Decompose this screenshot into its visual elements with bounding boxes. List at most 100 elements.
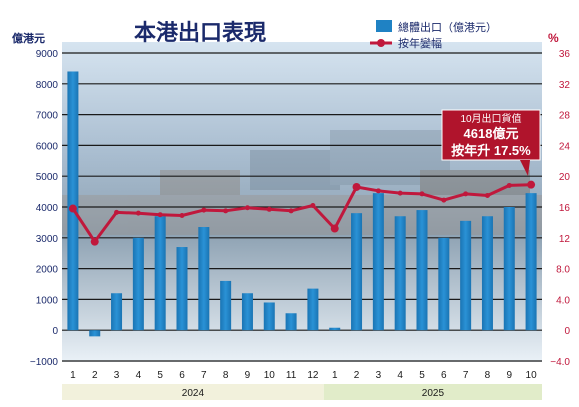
bar [416,210,428,331]
left-tick-label: 6000 [36,141,59,152]
line-point [68,204,77,213]
line-point [201,207,207,213]
x-tick-label: 7 [463,370,469,381]
left-tick-label: 1000 [36,295,59,306]
bar [460,220,472,331]
bar [176,247,188,331]
x-tick-label: 2 [354,370,360,381]
line-point [288,208,294,214]
x-tick-label: 1 [332,370,338,381]
x-tick-label: 6 [179,370,185,381]
year-band: 2024 2025 [62,384,542,400]
bar [481,216,493,331]
bar [67,71,79,331]
bar [111,293,123,331]
bar [503,207,515,331]
chart-title: 本港出口表現 [134,20,266,45]
line-point [375,188,381,194]
right-tick-label: 16 [559,203,571,214]
left-tick-label: 9000 [36,49,59,60]
legend-line-label: 按年變幅 [398,36,442,50]
left-tick-label: 2000 [36,265,59,276]
bar [329,327,341,331]
annotation-line1: 10月出口貨值 [460,112,521,125]
line-point [310,202,316,208]
bar [525,193,537,331]
x-tick-label: 5 [419,370,425,381]
bar [307,288,319,331]
line-point [266,206,272,212]
x-axis-ticks: 1 2 3 4 5 6 7 8 9 10 11 12 1 2 3 4 5 6 7 8 9 10 [70,370,537,381]
right-tick-label: 24 [559,141,571,152]
bar [438,237,450,331]
legend-bar-swatch [376,20,392,32]
right-tick-label: 8.0 [556,265,570,276]
left-tick-label: 4000 [36,203,59,214]
bar [220,280,232,331]
year-label: 2025 [422,388,445,399]
right-tick-label: 0 [564,326,570,337]
left-tick-label: 7000 [36,111,59,122]
right-tick-label: 36 [559,49,571,60]
line-point [244,205,250,211]
right-tick-label: 32 [559,80,571,91]
x-tick-label: 10 [264,370,276,381]
x-tick-label: 8 [223,370,229,381]
year-band-bg [62,384,324,400]
x-tick-label: 2 [92,370,98,381]
annotation-box: 10月出口貨值 4618億元 按年升 17.5% [441,109,541,176]
x-tick-label: 1 [70,370,76,381]
line-point [419,191,425,197]
line-point [330,224,339,233]
x-tick-label: 5 [157,370,163,381]
bar [241,293,253,331]
line-point [484,192,490,198]
left-tick-label: −1000 [30,357,59,368]
right-tick-label: 28 [559,111,571,122]
line-point [441,197,447,203]
x-tick-label: 9 [245,370,251,381]
bar [372,193,384,331]
x-tick-label: 8 [485,370,491,381]
right-axis-ticks: −4.0 0 4.0 8.0 12 16 20 24 28 32 36 [550,49,570,368]
line-point [114,209,120,215]
x-tick-label: 6 [441,370,447,381]
left-tick-label: 3000 [36,234,59,245]
bar [154,216,166,331]
line-series [68,180,536,246]
line-point [157,212,163,218]
left-tick-label: 0 [52,326,58,337]
year-label: 2024 [182,388,205,399]
line-point [135,210,141,216]
left-tick-label: 8000 [36,80,59,91]
x-tick-label: 3 [114,370,120,381]
bar [351,213,363,331]
x-tick-label: 7 [201,370,207,381]
bar [132,237,144,331]
annotation-line3: 按年升 17.5% [451,143,531,158]
x-tick-label: 10 [526,370,538,381]
x-tick-label: 4 [136,370,142,381]
line-point [223,208,229,214]
x-tick-label: 12 [307,370,319,381]
right-tick-label: 20 [559,172,571,183]
right-tick-label: −4.0 [550,357,570,368]
right-axis-unit: % [548,31,559,45]
line-point [527,180,536,189]
left-axis-ticks: −1000 0 1000 2000 3000 4000 5000 6000 7000 8000 90… [30,49,59,368]
line-point [179,212,185,218]
x-tick-label: 3 [376,370,382,381]
bar-series [67,71,537,337]
left-tick-label: 5000 [36,172,59,183]
year-band-bg [323,384,542,400]
yoy-line [71,183,532,244]
left-axis-unit: 億港元 [12,31,45,45]
bar [89,330,101,337]
annotation-line2: 4618億元 [464,126,519,141]
line-point [352,182,361,191]
legend-line-marker [377,39,385,47]
bar [198,227,210,331]
line-point [506,182,512,188]
background-scenery [62,130,542,235]
